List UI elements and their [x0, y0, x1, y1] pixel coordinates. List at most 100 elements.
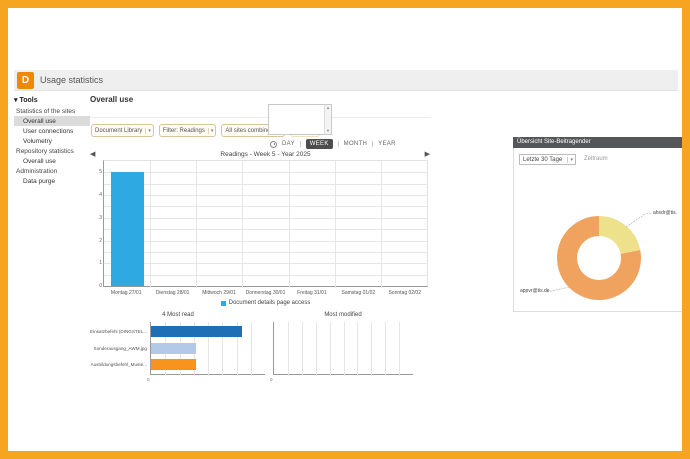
document-library-dropdown[interactable]: Document Library ▾ — [91, 124, 154, 137]
caret-down-icon: ▾ — [14, 97, 18, 104]
sidebar-item-overall-use[interactable]: Overall use — [14, 116, 90, 126]
x-axis-label: Freitag 31/01 — [297, 290, 327, 296]
x-axis-label: Dienstag 28/01 — [155, 290, 190, 296]
gridline — [104, 172, 427, 174]
gridline — [104, 195, 427, 197]
date-range-dropdown[interactable]: Letzte 30 Tage ▾ — [519, 154, 576, 165]
y-axis-tick: 1 — [99, 260, 102, 267]
gridline — [104, 274, 427, 276]
gridline — [385, 322, 387, 376]
y-axis-tick: 2 — [99, 237, 102, 244]
empty-listbox[interactable]: ▲ ▼ — [268, 104, 332, 135]
x-axis-label: Mittwoch 29/01 — [202, 290, 236, 296]
gridline — [236, 322, 238, 376]
period-month[interactable]: MONTH — [343, 141, 368, 147]
scroll-up-icon[interactable]: ▲ — [326, 105, 330, 110]
gridline — [208, 322, 209, 376]
gridline — [150, 161, 152, 288]
app-title: Usage statistics — [40, 75, 104, 85]
x-axis-label: Donnerstag 30/01 — [245, 290, 286, 296]
sidebar-item-user-connections[interactable]: User connections — [23, 127, 74, 135]
period-day[interactable]: DAY — [282, 141, 295, 147]
sidebar-section-repository-statistics: Repository statistics — [16, 148, 74, 155]
plot-area — [150, 322, 265, 376]
x-axis-origin: 0 — [147, 377, 150, 382]
sidebar-item-volumetry[interactable]: Volumetry — [23, 137, 52, 145]
document-library-label: Document Library — [95, 127, 143, 134]
page-title: Overall use — [90, 95, 134, 104]
y-axis-tick: 4 — [99, 192, 102, 199]
donut-label: appvr@tis.de — [520, 288, 550, 294]
gridline — [104, 183, 427, 185]
app-logo: D — [17, 72, 34, 89]
gridline — [222, 322, 224, 376]
x-axis-labels: Montag 27/01 Dienstag 28/01 Mittwoch 29/… — [103, 290, 428, 296]
y-axis-tick: 3 — [99, 214, 102, 221]
gridline — [357, 322, 359, 376]
next-week-arrow-icon[interactable]: ▶ — [424, 151, 430, 158]
most-read-title: 4 Most read — [162, 312, 194, 318]
gridline — [250, 322, 252, 376]
period-selector: DAY WEEK MONTH YEAR — [270, 139, 396, 149]
x-axis-label: Montag 27/01 — [110, 290, 142, 296]
caret-down-icon: ▾ — [145, 127, 153, 134]
most-read-label: Sonderausgang_AWM.jpg — [93, 346, 147, 351]
sidebar-section-administration: Administration — [16, 168, 58, 175]
gridline — [343, 322, 345, 376]
sidebar-root-tools[interactable]: ▾ Tools — [14, 94, 90, 106]
contributors-panel: Übersicht Site-Beitragender Letzte 30 Ta… — [513, 137, 690, 312]
most-read-label: Einsatzbefehl (DINGSTEL... — [90, 329, 147, 334]
scroll-down-icon[interactable]: ▼ — [326, 128, 330, 133]
sidebar: ▾ Tools Statistics of the sites Overall … — [14, 94, 90, 186]
gridline — [287, 322, 289, 376]
chart-legend: Document details page access — [103, 300, 428, 306]
sidebar-item-repository-overall-use[interactable]: Overall use — [23, 157, 56, 165]
bar — [151, 343, 196, 354]
divider — [337, 141, 339, 147]
filter-readings-label: Filter: Readings — [162, 127, 205, 134]
scrollbar[interactable]: ▲ ▼ — [324, 105, 331, 134]
caret-down-icon: ▾ — [207, 127, 216, 134]
prev-week-arrow-icon[interactable]: ◀ — [90, 151, 96, 158]
donut-label: ahsdr@tis. — [653, 210, 677, 216]
chart-title: Readings - Week 5 - Year 2025 — [220, 151, 311, 158]
contributors-donut-chart — [557, 216, 641, 300]
main-content: Overall use ▲ ▼ Document Library ▾ Filte… — [90, 94, 430, 399]
bar — [151, 326, 242, 337]
gridline — [380, 161, 382, 288]
gridline — [329, 322, 331, 376]
gridline — [104, 240, 427, 242]
gridline — [104, 206, 427, 208]
gridline — [288, 161, 290, 288]
x-axis-label: Sonntag 02/02 — [388, 290, 421, 296]
divider — [372, 141, 374, 147]
divider — [90, 117, 430, 118]
contributors-panel-title: Übersicht Site-Beitragender — [513, 137, 690, 148]
plot-area: 5 4 3 2 1 0 — [99, 160, 428, 289]
legend-label: Document details page access — [228, 300, 311, 306]
gridline — [301, 322, 303, 376]
zeitraum-link[interactable]: Zeitraum — [584, 156, 608, 162]
gridline — [371, 322, 373, 376]
bar — [151, 359, 196, 370]
filter-readings-dropdown[interactable]: Filter: Readings ▾ — [158, 124, 217, 137]
legend-swatch-icon — [220, 300, 226, 306]
divider — [299, 141, 301, 147]
y-axis-tick: 5 — [99, 169, 102, 176]
date-range-value: Letzte 30 Tage — [523, 156, 563, 163]
gridline — [196, 161, 198, 288]
mini-charts: 4 Most read Einsatzbefehl (DINGSTEL... S… — [90, 312, 430, 390]
most-read-chart: 4 Most read Einsatzbefehl (DINGSTEL... S… — [90, 312, 266, 390]
period-week[interactable]: WEEK — [305, 139, 333, 149]
gridline — [104, 229, 427, 231]
sidebar-section-statistics-of-the-sites: Statistics of the sites — [16, 108, 76, 115]
bar-monday — [111, 172, 144, 286]
gridline — [104, 217, 427, 219]
gridline — [399, 322, 401, 376]
x-axis-origin: 0 — [270, 377, 273, 382]
period-year[interactable]: YEAR — [378, 141, 396, 147]
gridline — [315, 322, 317, 376]
gridline — [104, 263, 427, 265]
sidebar-item-data-purge[interactable]: Data purge — [23, 177, 56, 185]
